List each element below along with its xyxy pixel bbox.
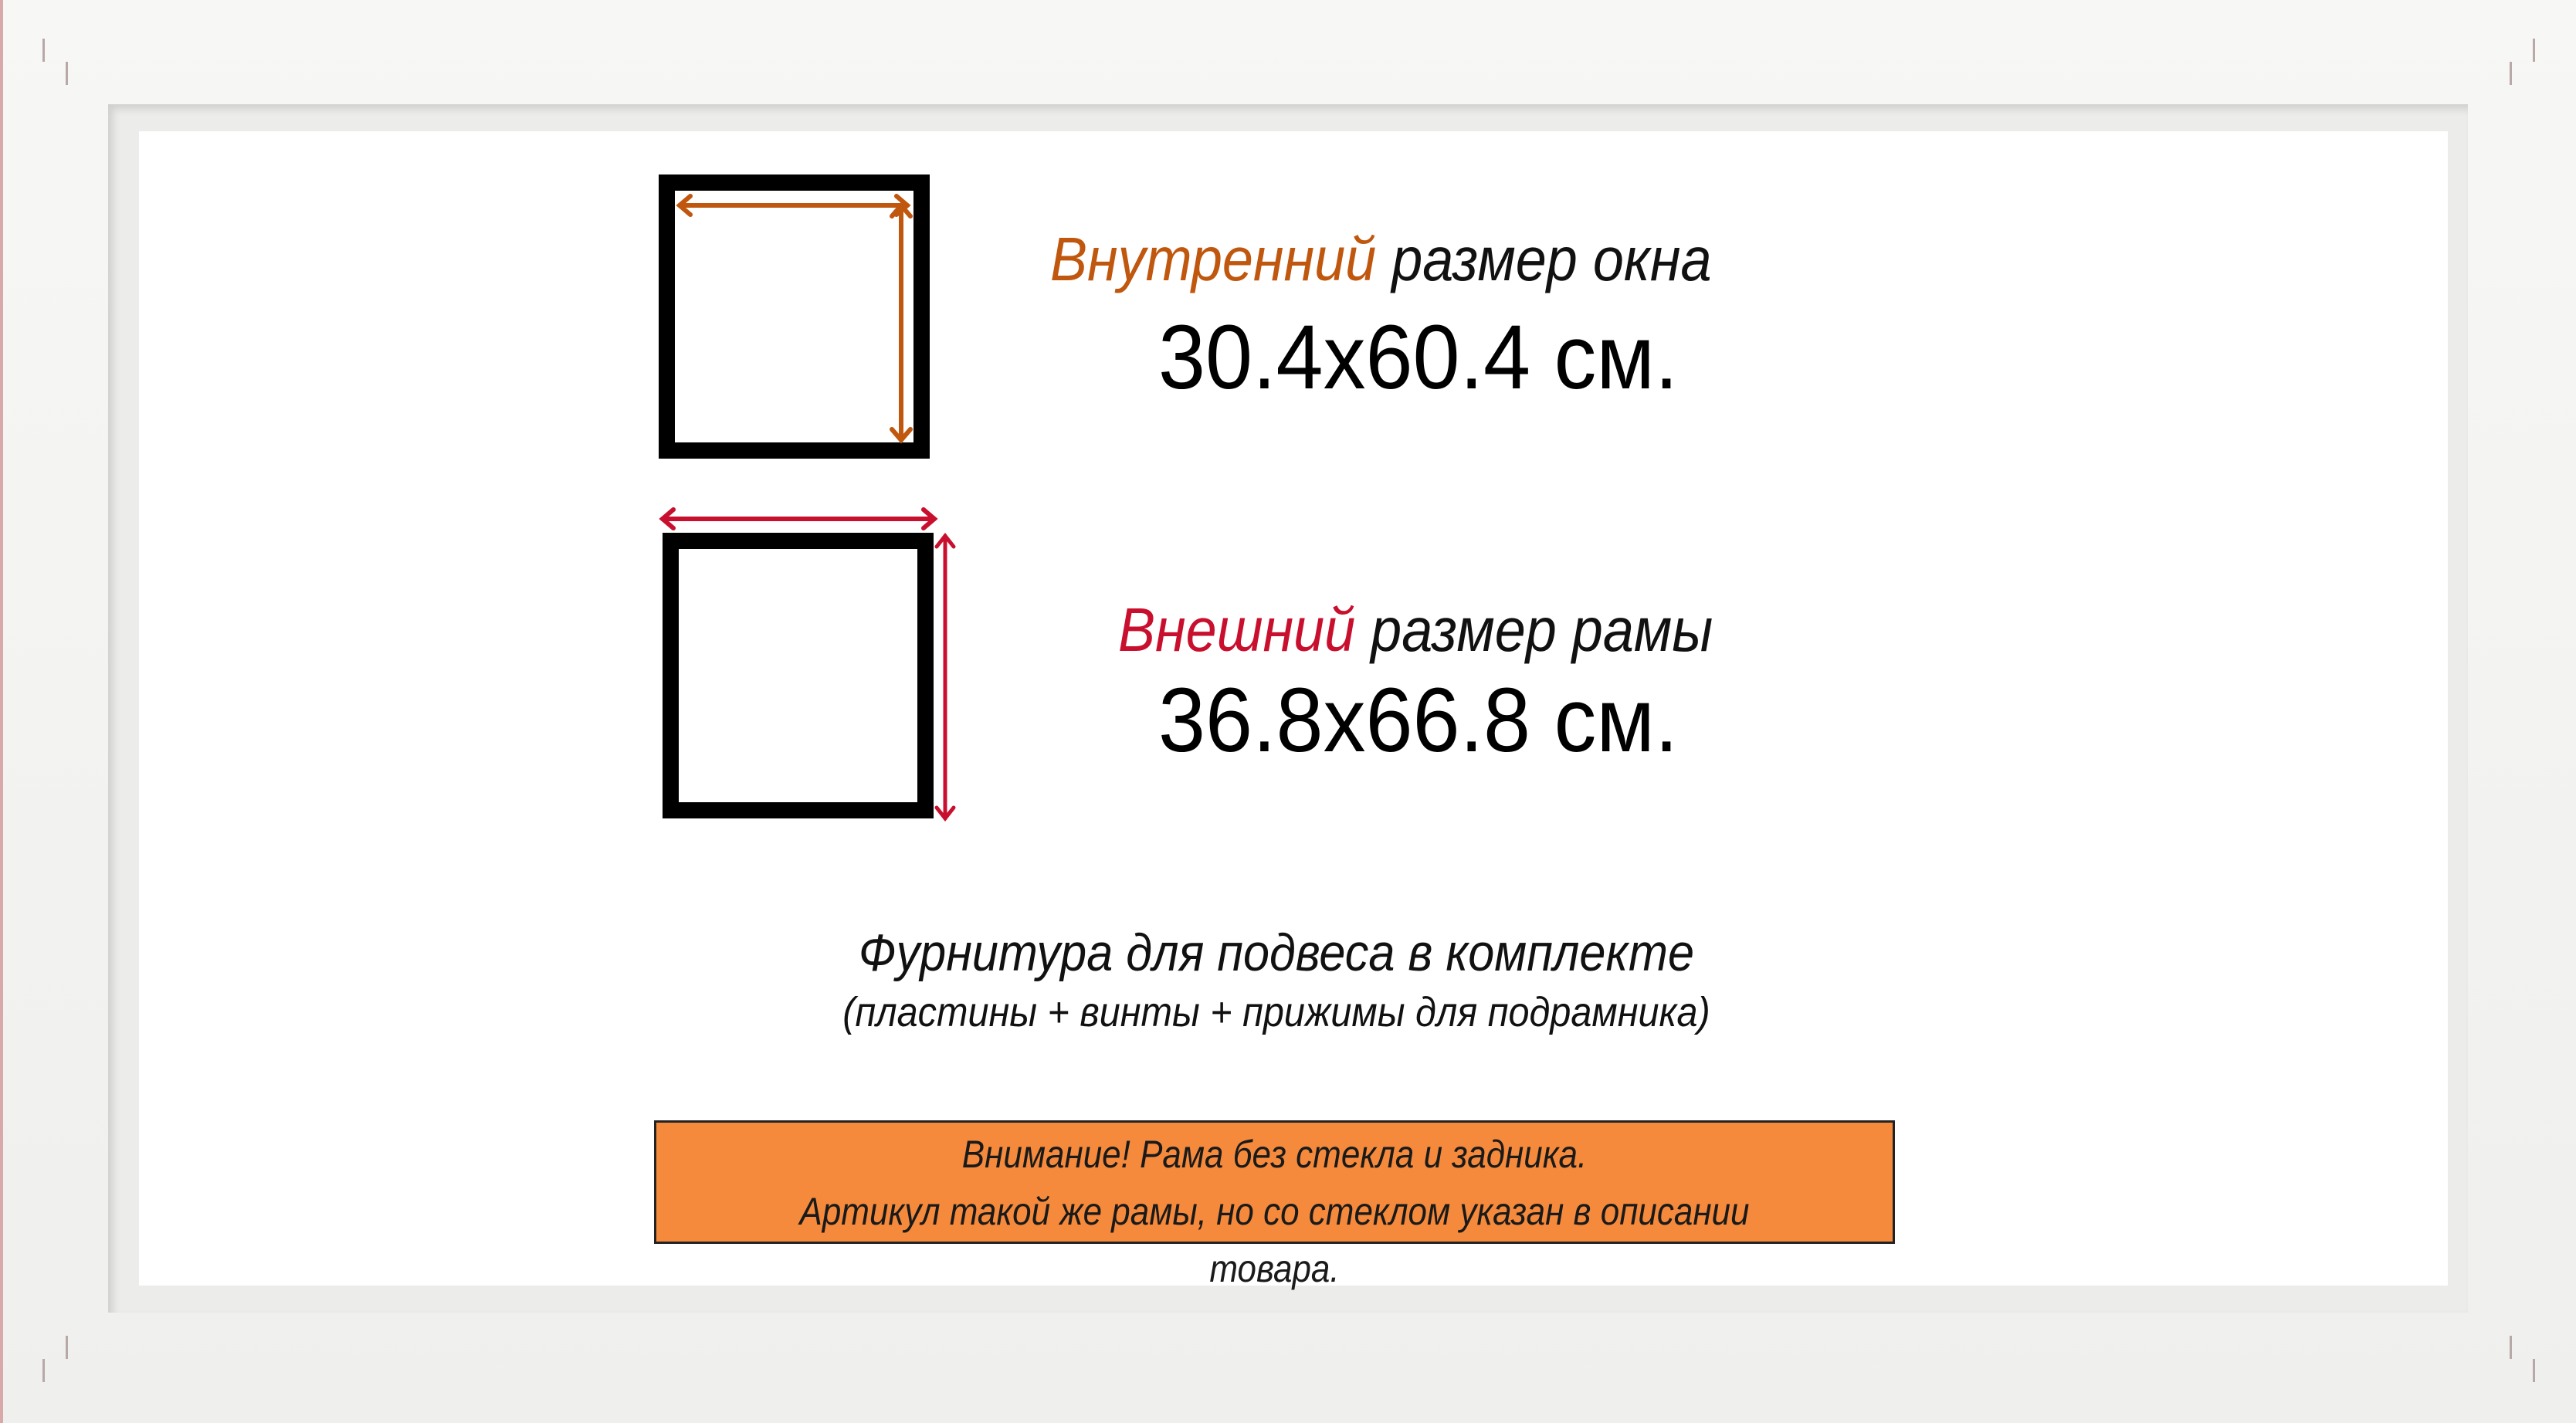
notice-box: Внимание! Рама без стекла и задника. Арт…: [654, 1120, 1895, 1290]
outer-size-value: 36.8x66.8 см.: [1158, 669, 1679, 771]
notice-line-1: Внимание! Рама без стекла и задника.: [961, 1133, 1588, 1176]
outer-size-label-rest: размер рамы: [1371, 595, 1713, 664]
notice-line-2: Артикул такой же рамы, но со стеклом ука…: [799, 1190, 1750, 1290]
corner-staple: [66, 62, 68, 85]
outer-size-label-accent: Внешний: [1118, 595, 1356, 664]
corner-staple: [2510, 62, 2512, 85]
corner-staple: [2533, 1359, 2535, 1382]
inner-size-frame-icon: [659, 174, 930, 459]
corner-staple: [42, 39, 45, 62]
outer-size-heading: Внешний размер рамы: [1118, 595, 1713, 666]
outer-height-arrow-icon: [934, 532, 956, 822]
inner-size-heading: Внутренний размер окна: [1050, 224, 1712, 295]
frame-window: [139, 131, 2448, 1286]
inner-size-label-rest: размер окна: [1391, 225, 1712, 293]
inner-height-arrow-icon: [890, 202, 913, 444]
frame-edge: [0, 0, 3, 1423]
corner-staple: [2510, 1336, 2512, 1359]
accessories-details: (пластины + винты + прижимы для подрамни…: [842, 989, 1710, 1035]
corner-staple: [2533, 39, 2535, 62]
accessories-title: Фурнитура для подвеса в комплекте: [858, 923, 1695, 982]
corner-staple: [66, 1336, 68, 1359]
corner-staple: [42, 1359, 45, 1382]
outer-size-frame-icon: [663, 533, 934, 818]
inner-size-value: 30.4x60.4 см.: [1158, 307, 1679, 408]
outer-width-arrow-icon: [659, 507, 938, 530]
inner-size-label-accent: Внутренний: [1050, 225, 1377, 293]
